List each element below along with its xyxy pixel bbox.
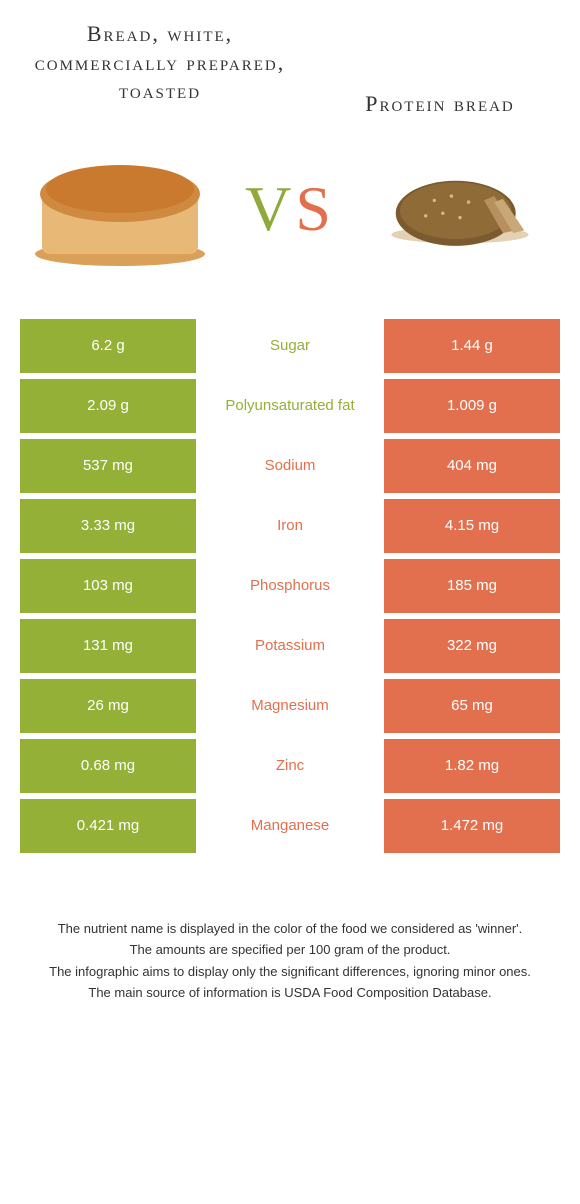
value-left: 3.33 mg — [20, 499, 196, 553]
bread-protein-image — [360, 139, 560, 279]
nutrient-label: Polyunsaturated fat — [200, 379, 380, 433]
vs-label: VS — [245, 172, 335, 246]
footnote-line: The infographic aims to display only the… — [30, 962, 550, 982]
table-row: 103 mgPhosphorus185 mg — [20, 559, 560, 613]
value-left: 26 mg — [20, 679, 196, 733]
table-row: 0.421 mgManganese1.472 mg — [20, 799, 560, 853]
value-right: 1.009 g — [384, 379, 560, 433]
footnote-line: The main source of information is USDA F… — [30, 983, 550, 1003]
images-row: VS — [0, 119, 580, 319]
table-row: 537 mgSodium404 mg — [20, 439, 560, 493]
table-row: 131 mgPotassium322 mg — [20, 619, 560, 673]
value-left: 0.421 mg — [20, 799, 196, 853]
vs-s: S — [295, 173, 335, 244]
value-right: 4.15 mg — [384, 499, 560, 553]
footnote-line: The nutrient name is displayed in the co… — [30, 919, 550, 939]
title-right: Protein bread — [330, 90, 550, 119]
value-right: 65 mg — [384, 679, 560, 733]
nutrient-label: Zinc — [200, 739, 380, 793]
table-row: 0.68 mgZinc1.82 mg — [20, 739, 560, 793]
value-right: 1.44 g — [384, 319, 560, 373]
nutrient-label: Iron — [200, 499, 380, 553]
nutrient-label: Sugar — [200, 319, 380, 373]
nutrient-label: Potassium — [200, 619, 380, 673]
value-right: 1.472 mg — [384, 799, 560, 853]
nutrient-label: Sodium — [200, 439, 380, 493]
nutrient-table: 6.2 gSugar1.44 g 2.09 gPolyunsaturated fa… — [0, 319, 580, 853]
value-left: 131 mg — [20, 619, 196, 673]
nutrient-label: Phosphorus — [200, 559, 380, 613]
value-left: 0.68 mg — [20, 739, 196, 793]
table-row: 26 mgMagnesium65 mg — [20, 679, 560, 733]
footnote-line: The amounts are specified per 100 gram o… — [30, 940, 550, 960]
value-left: 103 mg — [20, 559, 196, 613]
value-right: 404 mg — [384, 439, 560, 493]
nutrient-label: Manganese — [200, 799, 380, 853]
value-left: 2.09 g — [20, 379, 196, 433]
bread-white-image — [20, 139, 220, 279]
vs-v: V — [245, 173, 295, 244]
value-right: 1.82 mg — [384, 739, 560, 793]
table-row: 6.2 gSugar1.44 g — [20, 319, 560, 373]
title-left: Bread, white, commercially prepared, toa… — [30, 20, 290, 106]
nutrient-label: Magnesium — [200, 679, 380, 733]
value-left: 6.2 g — [20, 319, 196, 373]
table-row: 2.09 gPolyunsaturated fat1.009 g — [20, 379, 560, 433]
value-right: 322 mg — [384, 619, 560, 673]
table-row: 3.33 mgIron4.15 mg — [20, 499, 560, 553]
value-right: 185 mg — [384, 559, 560, 613]
header: Bread, white, commercially prepared, toa… — [0, 0, 580, 119]
footnotes: The nutrient name is displayed in the co… — [0, 859, 580, 1003]
value-left: 537 mg — [20, 439, 196, 493]
